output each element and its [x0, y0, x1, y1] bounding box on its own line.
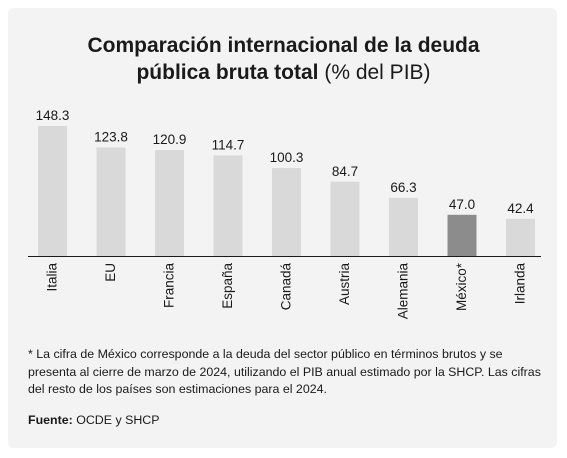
category-label-italia: Italia — [45, 263, 60, 292]
title-line-1: Comparación internacional de la deuda — [87, 34, 480, 57]
category-label-alemania: Alemania — [396, 263, 411, 320]
bars-group — [38, 126, 535, 256]
chart-title: Comparación internacional de la deuda pú… — [0, 32, 567, 86]
value-label-alemania: 66.3 — [390, 180, 416, 195]
value-label-francia: 120.9 — [153, 132, 187, 147]
bar-francia — [155, 150, 184, 256]
bar-espana — [213, 155, 243, 256]
category-label-mexico: México* — [454, 262, 469, 311]
category-label-francia: Francia — [162, 263, 177, 309]
value-label-canada: 100.3 — [270, 150, 304, 165]
value-label-irlanda: 42.4 — [507, 201, 534, 216]
bar-italia — [38, 126, 67, 256]
category-label-austria: Austria — [337, 263, 352, 306]
title-unit: (% del PIB) — [324, 61, 431, 84]
category-label-canada: Canadá — [279, 263, 294, 311]
bar-eu — [96, 147, 126, 256]
value-label-espana: 114.7 — [212, 137, 245, 152]
value-label-austria: 84.7 — [332, 164, 358, 179]
title-line-2: pública bruta total (% del PIB) — [0, 59, 567, 86]
bar-canada — [272, 168, 301, 256]
title-line-2-text: pública bruta total — [136, 61, 319, 84]
category-labels-group: Italia EU Francia España Canadá Austria Aleman… — [45, 262, 528, 319]
bar-irlanda — [506, 218, 535, 256]
category-label-irlanda: Irlanda — [513, 263, 528, 305]
value-label-eu: 123.8 — [94, 129, 128, 144]
value-label-italia: 148.3 — [36, 108, 70, 123]
bar-mexico — [447, 214, 477, 256]
source-line: Fuente: OCDE y SHCP — [28, 413, 160, 427]
category-label-eu: EU — [103, 263, 118, 282]
value-label-mexico: 47.0 — [449, 197, 475, 212]
bar-alemania — [389, 197, 418, 256]
bar-austria — [330, 181, 360, 256]
footnote: * La cifra de México corresponde a la de… — [28, 347, 541, 396]
category-label-espana: España — [220, 263, 235, 309]
value-labels-group: 148.3 123.8 120.9 114.7 100.3 84.7 66.3 47.0 42.… — [36, 108, 535, 216]
source-label: Fuente: — [28, 413, 73, 427]
source-text: OCDE y SHCP — [76, 413, 160, 427]
